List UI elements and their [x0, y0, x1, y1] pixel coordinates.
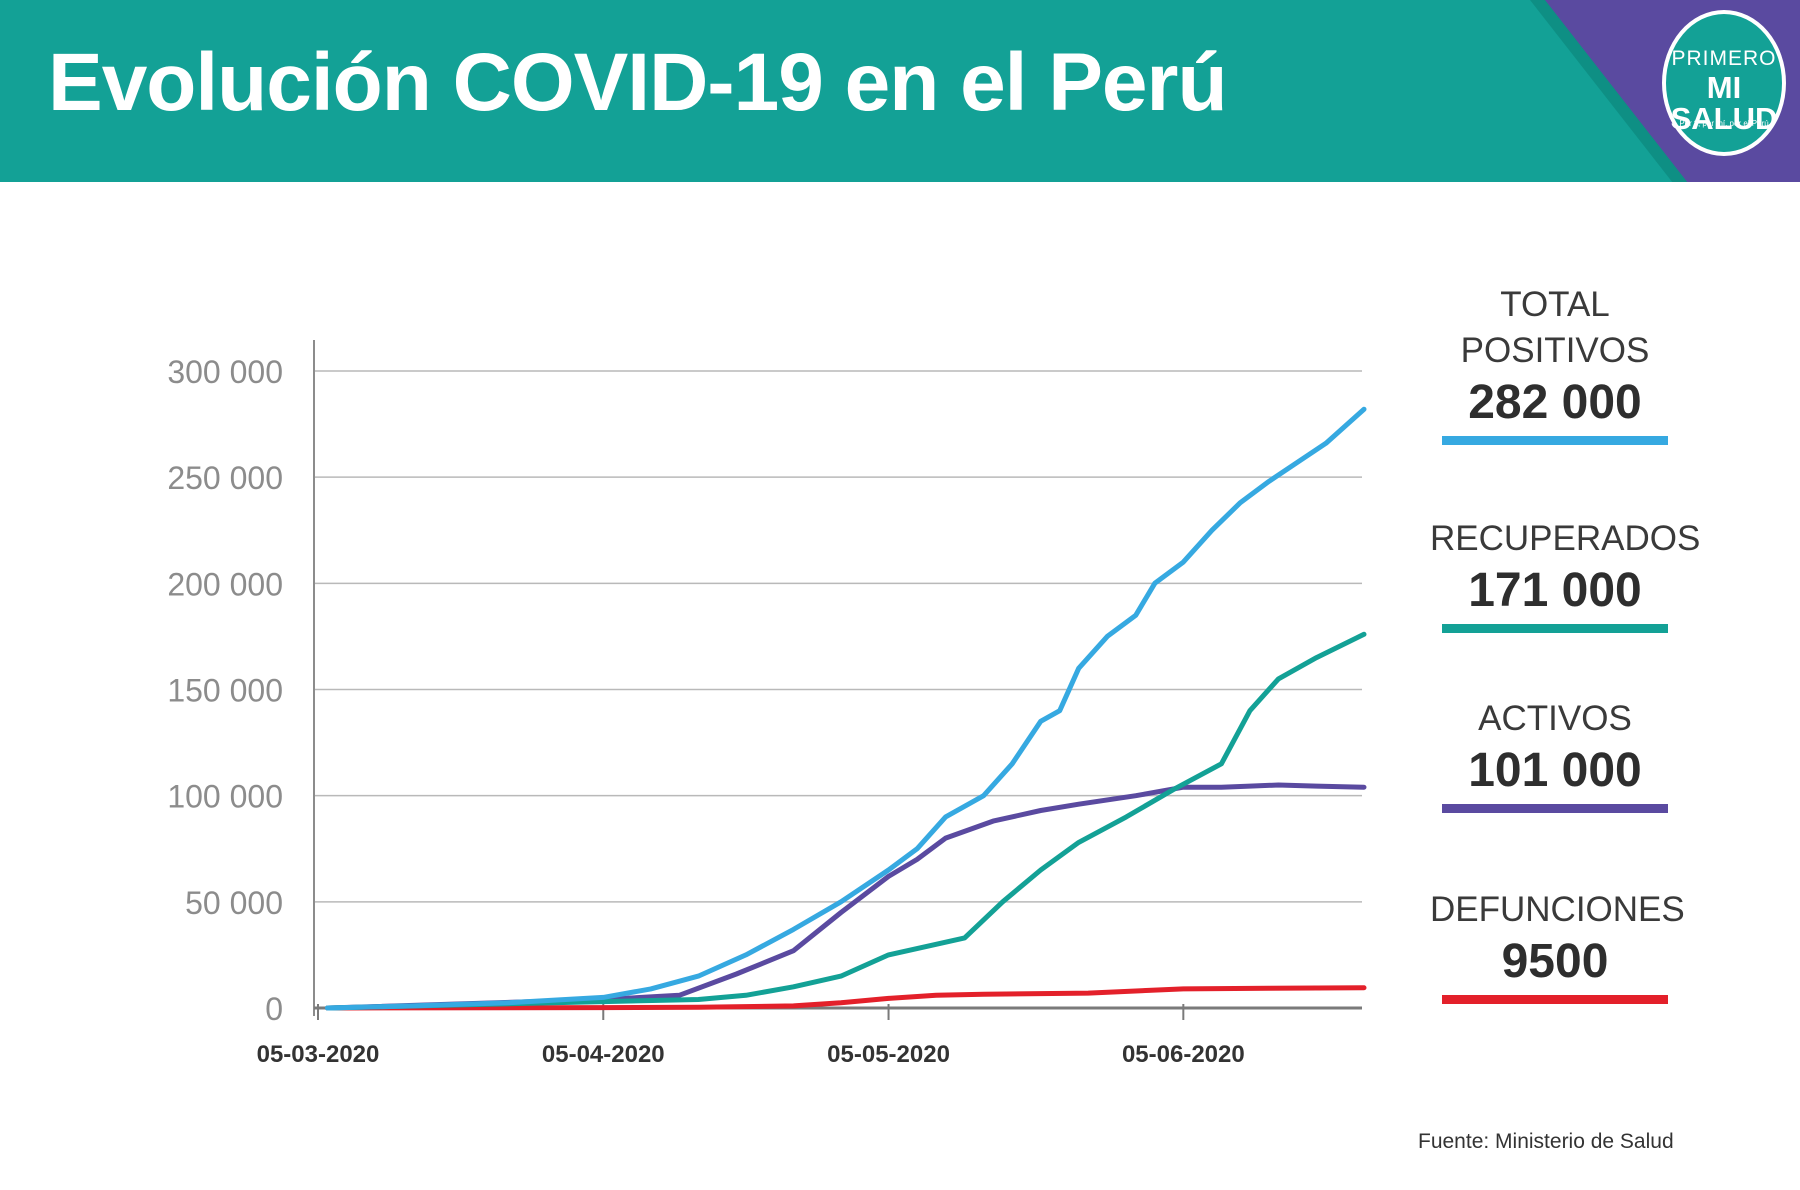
stat-activos: ACTIVOS 101 000 — [1430, 696, 1680, 813]
logo-tagline: Por ti, por mí, por el Perú — [1679, 119, 1769, 128]
stat-recuperados-value: 171 000 — [1468, 564, 1642, 617]
y-tick-label: 50 000 — [185, 885, 283, 921]
series-line-recuperados — [325, 631, 1367, 1011]
header-banner: Evolución COVID-19 en el Perú PRIMERO MI… — [0, 0, 1800, 182]
stat-defunciones: DEFUNCIONES 9500 — [1430, 887, 1685, 1004]
stat-total-positivos-value: 282 000 — [1468, 376, 1642, 429]
y-tick-label: 0 — [265, 991, 283, 1027]
stat-total-positivos: TOTAL POSITIVOS 282 000 — [1430, 282, 1680, 445]
y-tick-label: 250 000 — [167, 460, 283, 496]
stat-activos-value: 101 000 — [1468, 744, 1642, 797]
x-tick-label: 05-04-2020 — [542, 1041, 665, 1068]
x-tick-label: 05-06-2020 — [1122, 1041, 1245, 1068]
y-tick-label: 200 000 — [167, 566, 283, 602]
source-note: Fuente: Ministerio de Salud — [1418, 1130, 1674, 1153]
page-title: Evolución COVID-19 en el Perú — [48, 37, 1228, 128]
logo-line-1: PRIMERO — [1671, 47, 1777, 70]
primero-mi-salud-logo: PRIMERO MI SALUD Por ti, por mí, por el … — [1662, 10, 1786, 156]
series-line-total-positivos — [325, 406, 1367, 1011]
y-tick-label: 100 000 — [167, 779, 283, 815]
stat-total-positivos-bar — [1442, 436, 1668, 445]
x-tick-label: 05-03-2020 — [257, 1041, 380, 1068]
stat-defunciones-value: 9500 — [1501, 935, 1609, 988]
series-line-defunciones — [325, 985, 1367, 1011]
logo-line-2: MI SALUD — [1670, 70, 1778, 136]
y-tick-label: 300 000 — [167, 354, 283, 390]
stat-defunciones-bar — [1442, 995, 1668, 1004]
stat-recuperados-label: RECUPERADOS — [1430, 519, 1701, 558]
stat-total-positivos-label: TOTAL POSITIVOS — [1460, 285, 1650, 370]
stat-activos-label: ACTIVOS — [1478, 699, 1632, 738]
stat-defunciones-label: DEFUNCIONES — [1430, 890, 1685, 929]
stat-recuperados: RECUPERADOS 171 000 — [1430, 516, 1701, 633]
series-line-activos — [325, 782, 1367, 1011]
y-tick-label: 150 000 — [167, 673, 283, 709]
stat-recuperados-bar — [1442, 624, 1668, 633]
stat-activos-bar — [1442, 804, 1668, 813]
x-tick-label: 05-05-2020 — [827, 1041, 950, 1068]
